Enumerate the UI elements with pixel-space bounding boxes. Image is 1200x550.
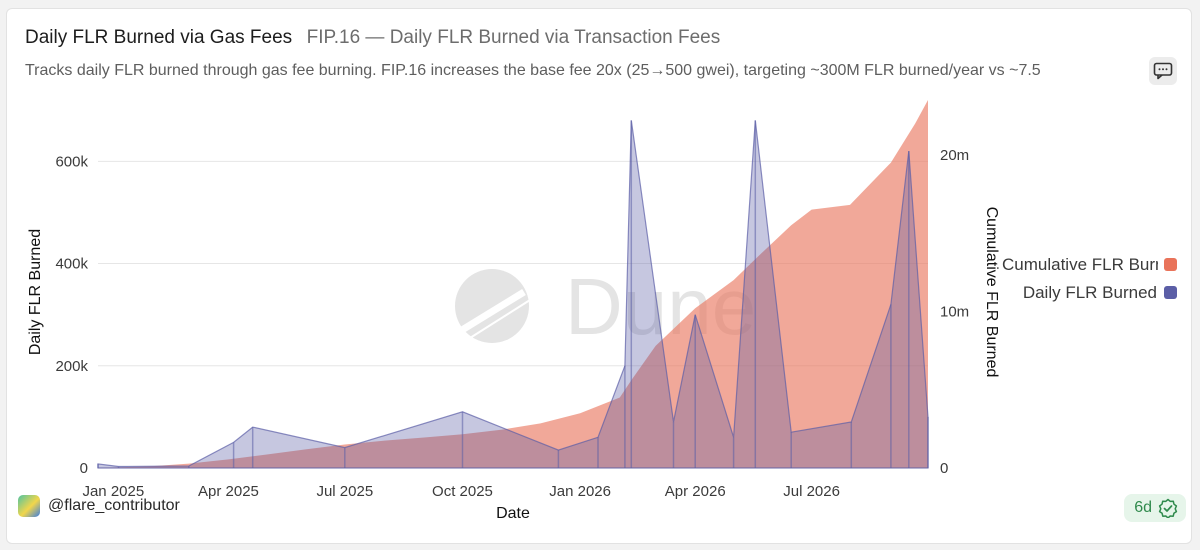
x-axis-title: Date <box>496 505 530 522</box>
x-tick-label: Jul 2026 <box>783 483 840 500</box>
y-right-axis-title: Cumulative FLR Burned <box>983 207 1000 378</box>
title-row: Daily FLR Burned via Gas Fees FIP.16 — D… <box>25 27 720 49</box>
legend-label: Cumulative FLR Burned <box>1002 255 1183 274</box>
chart-title: Daily FLR Burned via Gas Fees <box>25 27 293 48</box>
legend-label: Daily FLR Burned <box>1023 283 1157 302</box>
x-tick-label: Oct 2025 <box>432 483 493 500</box>
author-handle: @flare_contributor <box>48 497 180 514</box>
legend-swatch[interactable] <box>1164 286 1177 299</box>
avatar <box>18 495 40 517</box>
series-cumulative-area[interactable] <box>98 100 928 468</box>
y-left-axis-title: Daily FLR Burned <box>27 229 44 355</box>
y-left-tick-label: 600k <box>55 153 88 170</box>
y-right-tick-label: 0 <box>940 460 948 477</box>
y-left-tick-label: 0 <box>80 460 88 477</box>
comment-icon <box>1153 62 1173 80</box>
legend-swatch[interactable] <box>1164 258 1177 271</box>
y-right-tick-label: 10m <box>940 303 969 320</box>
chart-description: Tracks daily FLR burned through gas fee … <box>25 62 1041 79</box>
series-layer <box>97 100 929 469</box>
check-badge-icon <box>1158 498 1178 518</box>
legend: Cumulative FLR Burned Daily FLR Burned <box>1002 255 1183 302</box>
x-tick-label: Jul 2025 <box>316 483 373 500</box>
axes-layer: 0 200k 400k 600k 0 10m 20m Jan 2025 Apr 2025 Jul … <box>27 147 1000 522</box>
x-tick-label: Jan 2026 <box>549 483 611 500</box>
y-right-tick-label: 20m <box>940 147 969 164</box>
y-left-tick-label: 400k <box>55 256 88 273</box>
x-tick-label: Apr 2026 <box>665 483 726 500</box>
author[interactable]: @flare_contributor <box>18 495 180 517</box>
comment-button[interactable] <box>1149 57 1177 85</box>
badge-label: 6d <box>1134 499 1152 516</box>
y-left-tick-label: 200k <box>55 358 88 375</box>
x-tick-label: Jan 2025 <box>82 483 144 500</box>
chart-subtitle: FIP.16 — Daily FLR Burned via Transactio… <box>306 27 721 48</box>
x-tick-label: Apr 2025 <box>198 483 259 500</box>
freshness-badge[interactable]: 6d <box>1124 494 1186 522</box>
